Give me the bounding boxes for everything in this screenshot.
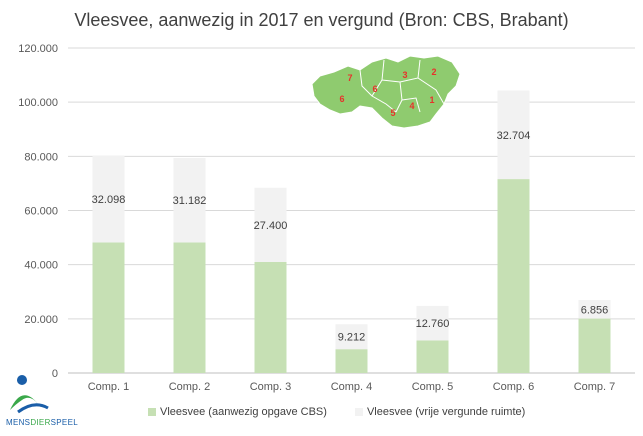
map-borders	[359, 59, 445, 113]
x-tick-label: Comp. 3	[250, 381, 292, 393]
map-label: 2	[431, 67, 436, 77]
data-label: 6.856	[581, 304, 609, 316]
logo-head-icon	[17, 375, 27, 385]
map-region-shape	[311, 55, 461, 129]
bar-segment-free	[173, 158, 206, 243]
map-label: 7	[347, 73, 352, 83]
logo-wave-icon	[17, 403, 49, 414]
y-tick-label: 100.000	[18, 97, 58, 109]
region-map: 7 3 2 6 6 5 4 1	[311, 55, 461, 129]
logo-text: MENSDIERSPEEL	[6, 418, 78, 427]
map-label: 5	[390, 108, 395, 118]
data-label: 12.760	[416, 318, 450, 330]
logo-text-mens: MENS	[6, 418, 31, 427]
data-label: 27.400	[254, 220, 288, 232]
x-tick-label: Comp. 1	[88, 381, 130, 393]
bar-segment-free	[92, 155, 125, 243]
legend-label-free: Vleesvee (vrije vergunde ruimte)	[366, 406, 526, 418]
bar-segment-present	[416, 340, 449, 373]
y-tick-label: 60.000	[24, 206, 58, 218]
bar-segment-free	[416, 305, 449, 341]
legend-label-present: Vleesvee (aanwezig opgave CBS)	[160, 406, 327, 418]
bar-segment-present	[173, 242, 206, 373]
map-label: 1	[429, 95, 434, 105]
map-label: 3	[402, 70, 407, 80]
data-label: 9.212	[338, 332, 366, 344]
x-tick-label: Comp. 7	[574, 381, 616, 393]
x-axis-ticks: Comp. 1 Comp. 2 Comp. 3 Comp. 4 Comp. 5 Comp.…	[88, 381, 616, 393]
bar-segment-present	[578, 318, 611, 373]
logo	[10, 375, 49, 414]
bar-segment-free	[497, 90, 530, 180]
data-label: 32.098	[92, 194, 126, 206]
x-tick-label: Comp. 5	[412, 381, 454, 393]
legend-swatch-free	[354, 408, 363, 416]
bar-segment-present	[497, 179, 530, 373]
bar-segment-present	[335, 349, 368, 373]
y-tick-label: 20.000	[24, 314, 58, 326]
data-label: 32.704	[497, 130, 531, 142]
map-label: 4	[409, 101, 414, 111]
map-label: 6	[339, 94, 344, 104]
y-tick-label: 80.000	[24, 151, 58, 163]
bar-segment-present	[92, 242, 125, 373]
data-labels: 32.098 31.182 27.400 9.212 12.760 32.704 6.856	[92, 130, 609, 344]
bars	[92, 90, 611, 373]
x-tick-label: Comp. 6	[493, 381, 535, 393]
x-tick-label: Comp. 2	[169, 381, 211, 393]
legend-item-free: Vleesvee (vrije vergunde ruimte)	[354, 406, 526, 418]
legend: Vleesvee (aanwezig opgave CBS) Vleesvee …	[148, 406, 525, 418]
map-label: 6	[372, 84, 377, 94]
logo-text-speel: SPEEL	[50, 418, 78, 427]
y-tick-label: 120.000	[18, 43, 58, 55]
bar-segment-free	[578, 299, 611, 319]
legend-item-present: Vleesvee (aanwezig opgave CBS)	[148, 406, 327, 418]
map-labels: 7 3 2 6 6 5 4 1	[339, 67, 436, 118]
y-tick-label: 0	[52, 368, 58, 380]
y-axis-ticks: 0 20.000 40.000 60.000 80.000 100.000 120.000	[18, 43, 58, 380]
chart-title: Vleesvee, aanwezig in 2017 en vergund (B…	[74, 10, 569, 30]
logo-text-dier: DIER	[30, 418, 51, 427]
bar-segment-present	[254, 261, 287, 373]
x-tick-label: Comp. 4	[331, 381, 373, 393]
legend-swatch-present	[148, 408, 156, 416]
logo-swirl-icon	[10, 395, 38, 410]
data-label: 31.182	[173, 195, 207, 207]
y-tick-label: 40.000	[24, 260, 58, 272]
bar-segment-free	[254, 187, 287, 262]
bar-segment-free	[335, 324, 368, 350]
